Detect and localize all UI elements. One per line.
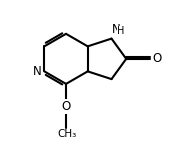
Text: H: H [117, 26, 124, 36]
Text: N: N [112, 23, 121, 36]
Text: O: O [152, 52, 161, 65]
Text: O: O [61, 100, 71, 113]
Text: N: N [33, 65, 42, 78]
Text: CH₃: CH₃ [57, 129, 76, 139]
